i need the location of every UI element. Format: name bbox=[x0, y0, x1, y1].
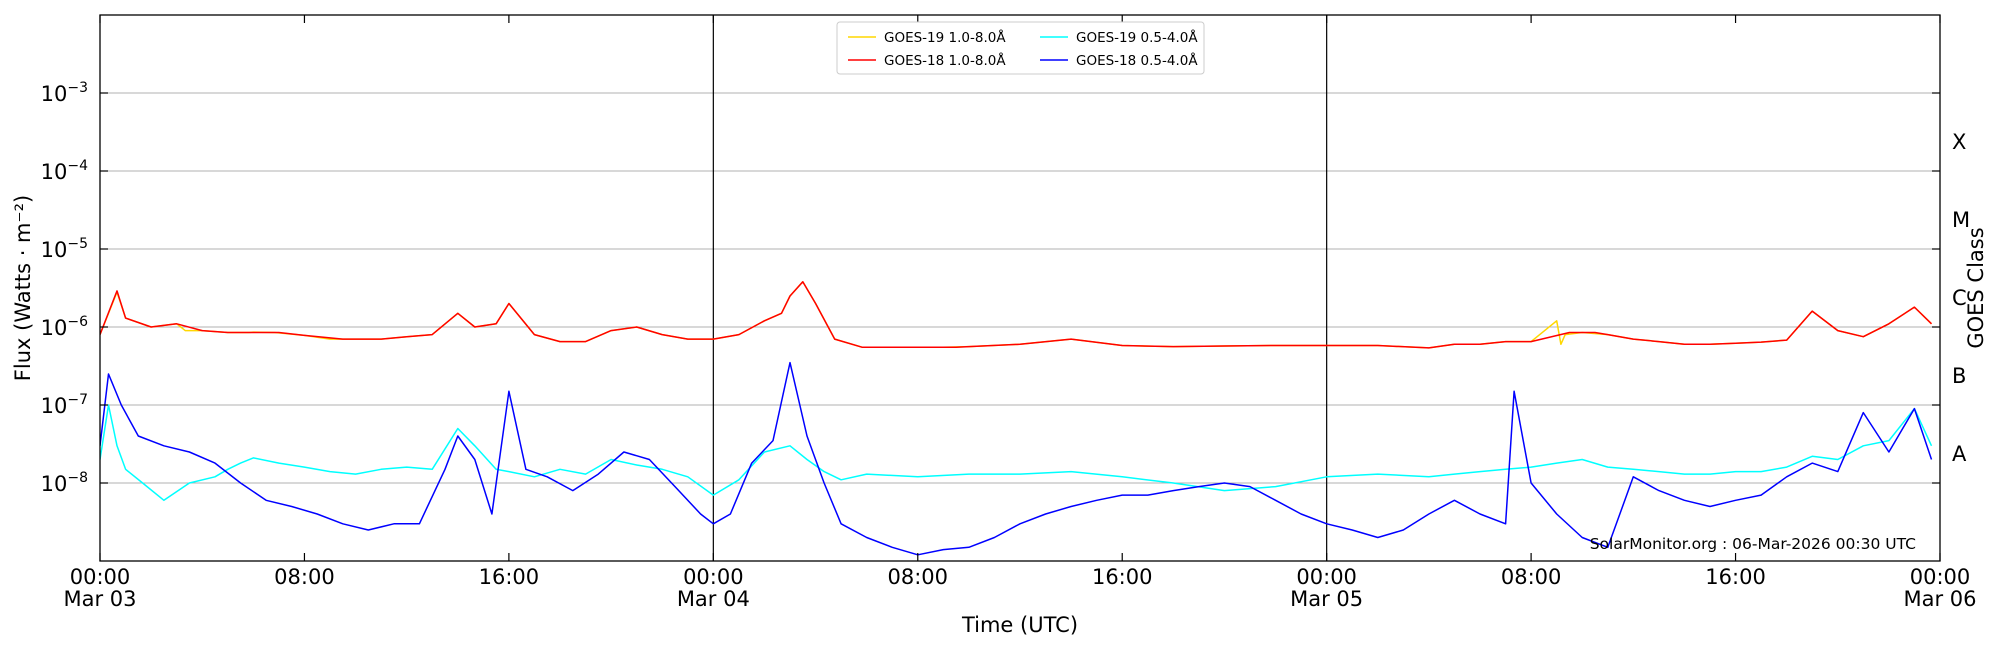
gridlines bbox=[100, 92, 1940, 484]
x-tick-date: Mar 05 bbox=[1290, 587, 1363, 611]
y-axis-ticks: 10−8 10−7 10−6 10−5 10−4 10−3 bbox=[41, 80, 1940, 496]
legend-label: GOES-19 0.5-4.0Å bbox=[1076, 29, 1198, 46]
right-axis-title: GOES Class bbox=[1964, 227, 1988, 348]
goes-class-label: M bbox=[1952, 208, 1970, 232]
source-annotation: SolarMonitor.org : 06-Mar-2026 00:30 UTC bbox=[1590, 535, 1916, 553]
x-tick-label: 16:00 bbox=[1092, 565, 1153, 589]
y-tick-label: 10−3 bbox=[41, 80, 88, 106]
goes-class-label: B bbox=[1952, 364, 1966, 388]
x-axis-title: Time (UTC) bbox=[961, 613, 1078, 637]
x-tick-date: Mar 03 bbox=[63, 587, 136, 611]
x-tick-label: 16:00 bbox=[1705, 565, 1766, 589]
x-tick-label: 08:00 bbox=[888, 565, 949, 589]
goes-class-labels: A B C M X bbox=[1952, 130, 1970, 466]
series-line bbox=[100, 281, 1933, 349]
x-tick-label: 00:00 bbox=[1910, 565, 1971, 589]
y-tick-label: 10−8 bbox=[41, 470, 88, 496]
day-markers bbox=[712, 15, 1328, 561]
x-tick-label: 08:00 bbox=[1501, 565, 1562, 589]
x-tick-label: 16:00 bbox=[479, 565, 540, 589]
legend-box bbox=[836, 21, 1205, 75]
plot-frame bbox=[99, 14, 1941, 562]
legend-label: GOES-18 1.0-8.0Å bbox=[884, 52, 1006, 69]
series-line bbox=[100, 281, 1933, 349]
x-tick-label: 00:00 bbox=[1296, 565, 1357, 589]
legend: GOES-19 1.0-8.0Å GOES-18 1.0-8.0Å GOES-19 … bbox=[836, 21, 1205, 75]
legend-label: GOES-18 0.5-4.0Å bbox=[1076, 52, 1198, 69]
goes-class-label: C bbox=[1952, 286, 1967, 310]
series-layer bbox=[100, 281, 1933, 556]
series-line bbox=[100, 404, 1933, 502]
series-line bbox=[100, 361, 1933, 556]
y-tick-label: 10−4 bbox=[41, 158, 88, 184]
x-tick-label: 00:00 bbox=[683, 565, 744, 589]
y-axis-title: Flux (Watts · m⁻²) bbox=[11, 195, 35, 381]
x-tick-date: Mar 06 bbox=[1903, 587, 1976, 611]
y-tick-label: 10−7 bbox=[41, 392, 88, 418]
y-tick-label: 10−6 bbox=[41, 314, 88, 340]
legend-label: GOES-19 1.0-8.0Å bbox=[884, 29, 1006, 46]
goes-class-label: X bbox=[1952, 130, 1966, 154]
x-tick-label: 08:00 bbox=[274, 565, 335, 589]
y-tick-label: 10−5 bbox=[41, 236, 88, 262]
x-tick-label: 00:00 bbox=[70, 565, 131, 589]
goes-class-label: A bbox=[1952, 442, 1967, 466]
x-tick-date: Mar 04 bbox=[677, 587, 750, 611]
